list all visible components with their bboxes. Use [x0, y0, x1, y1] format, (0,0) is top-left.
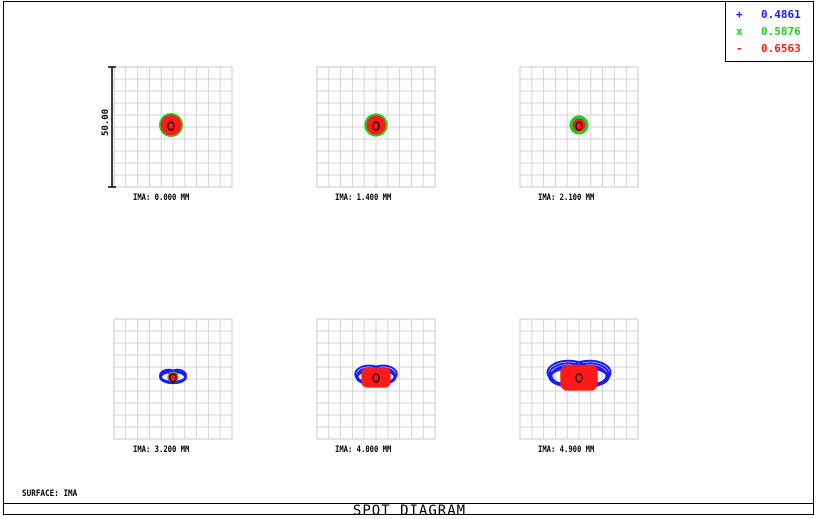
legend-wavelength-green: 0.5876 [761, 25, 801, 38]
legend-wavelength-blue: 0.4861 [761, 8, 801, 21]
panel-2-spot-red [366, 115, 386, 135]
title-divider [3, 503, 814, 504]
scale-bar-label: 50.00 [101, 109, 111, 136]
field-label-1: IMA: 0.000 MM [133, 193, 190, 203]
legend-entry-red: - 0.6563 [726, 41, 813, 57]
panel-1-chief-ray-marker [167, 121, 175, 131]
wavelength-legend: + 0.4861 x 0.5876 - 0.6563 [725, 1, 814, 62]
legend-entry-blue: + 0.4861 [726, 7, 813, 23]
diagram-title: SPOT DIAGRAM [352, 503, 467, 519]
panel-5-chief-ray-marker [372, 373, 380, 383]
panel-5-spot-red [361, 367, 391, 388]
field-label-4: IMA: 3.200 MM [133, 445, 190, 455]
panel-6-spot-red [560, 364, 598, 391]
field-label-5: IMA: 4.000 MM [335, 445, 392, 455]
legend-symbol-green: x [736, 25, 743, 38]
field-label-3: IMA: 2.100 MM [538, 193, 595, 203]
legend-entry-green: x 0.5876 [726, 24, 813, 40]
panel-6-chief-ray-marker [575, 373, 583, 383]
field-label-2: IMA: 1.400 MM [335, 193, 392, 203]
legend-wavelength-red: 0.6563 [761, 42, 801, 55]
panel-2-chief-ray-marker [372, 121, 380, 131]
panel-1-spot-red [160, 114, 182, 136]
legend-symbol-blue: + [736, 8, 743, 21]
panel-4-chief-ray-marker [169, 373, 177, 383]
panel-3-chief-ray-marker [575, 121, 583, 131]
plot-frame [3, 1, 814, 515]
surface-label: SURFACE: IMA [22, 489, 78, 499]
field-label-6: IMA: 4.900 MM [538, 445, 595, 455]
legend-symbol-red: - [736, 42, 743, 55]
